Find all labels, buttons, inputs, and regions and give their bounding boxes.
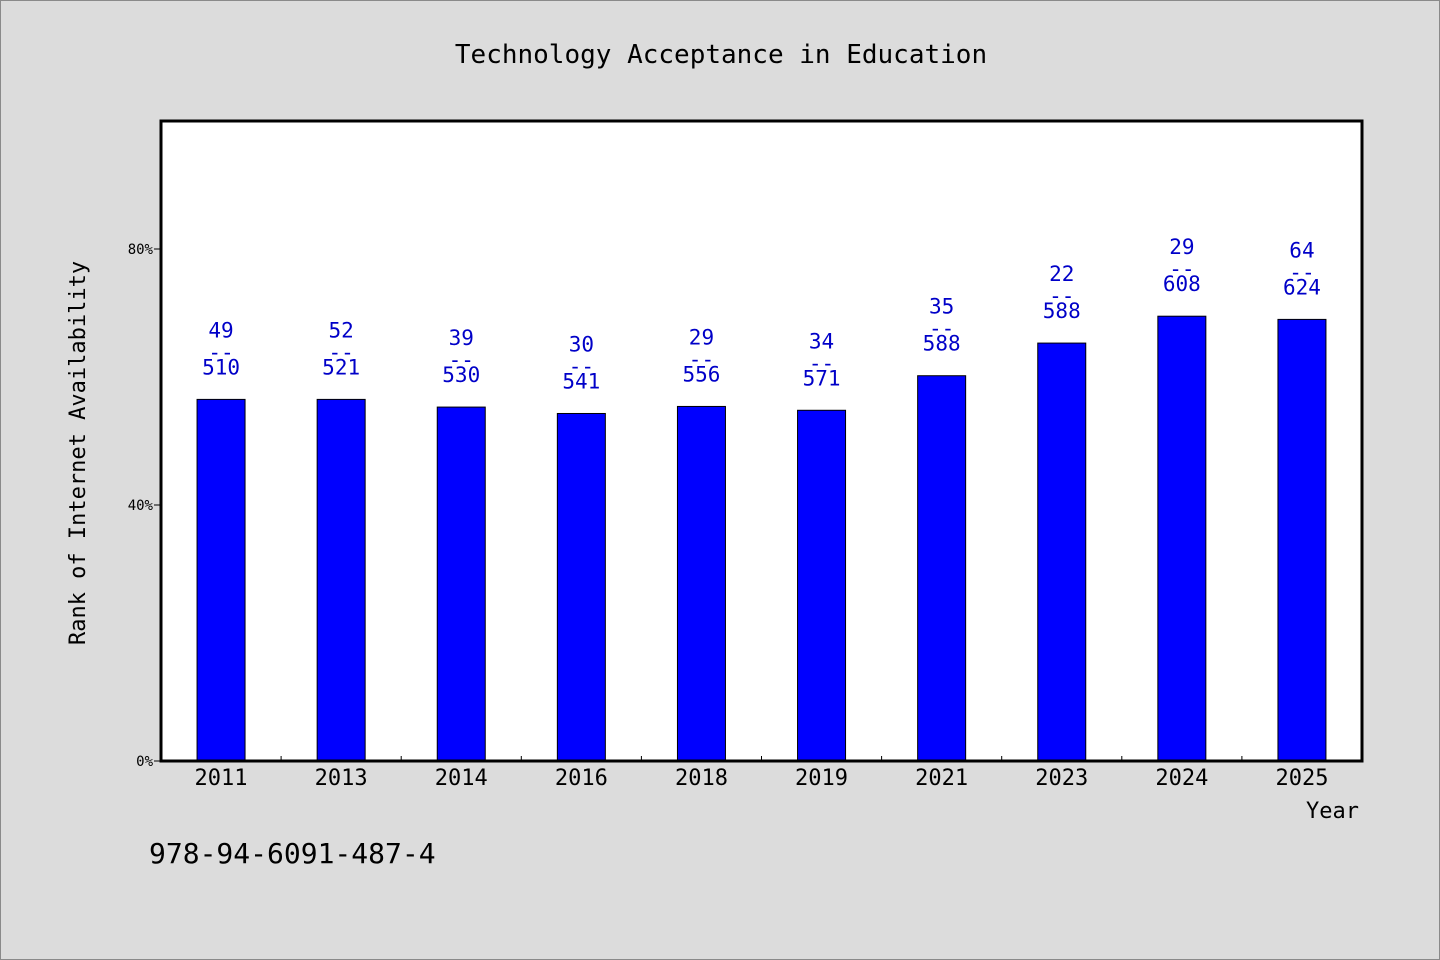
data-label-sep-2016: -- bbox=[569, 354, 594, 378]
chart-title: Technology Acceptance in Education bbox=[455, 40, 987, 70]
data-label-bottom-2016: 541 bbox=[562, 369, 600, 393]
x-tick-label-2023: 2023 bbox=[1035, 766, 1088, 791]
data-label-sep-2019: -- bbox=[809, 351, 834, 375]
x-axis-title: Year bbox=[1306, 799, 1359, 824]
x-tick-label-2016: 2016 bbox=[555, 766, 608, 791]
x-axis: 2011 2013 2014 2016 2018 2019 2021 2023 2024 2025 bbox=[195, 756, 1328, 791]
data-label-sep-2014: -- bbox=[449, 348, 474, 372]
bar-2024 bbox=[1157, 315, 1207, 762]
x-tick-label-2011: 2011 bbox=[195, 766, 248, 791]
y-tick-label: 80% bbox=[128, 242, 154, 258]
x-tick-label-2018: 2018 bbox=[675, 766, 728, 791]
data-label-top-2024: 29 bbox=[1169, 235, 1194, 259]
data-label-bottom-2019: 571 bbox=[803, 366, 841, 390]
y-tick-label: 0% bbox=[136, 754, 153, 770]
bar-2016 bbox=[556, 412, 606, 762]
bar-2021 bbox=[917, 375, 967, 762]
x-tick-label-2025: 2025 bbox=[1275, 766, 1328, 791]
y-axis-title: Rank of Internet Availability bbox=[66, 261, 91, 645]
data-label-sep-2021: -- bbox=[929, 317, 954, 341]
bar-2018 bbox=[676, 405, 726, 762]
bar-2023 bbox=[1037, 342, 1087, 762]
data-label-top-2011: 49 bbox=[208, 318, 233, 342]
data-label-bottom-2021: 588 bbox=[923, 332, 961, 356]
x-tick-label-2019: 2019 bbox=[795, 766, 848, 791]
data-label-bottom-2018: 556 bbox=[682, 362, 720, 386]
bars-layer bbox=[196, 315, 1327, 762]
data-label-sep-2013: -- bbox=[329, 340, 354, 364]
data-label-sep-2011: -- bbox=[208, 340, 233, 364]
data-label-bottom-2023: 588 bbox=[1043, 299, 1081, 323]
data-label-sep-2023: -- bbox=[1049, 284, 1074, 308]
data-label-bottom-2011: 510 bbox=[202, 355, 240, 379]
x-tick-label-2013: 2013 bbox=[315, 766, 368, 791]
data-label-top-2025: 64 bbox=[1289, 238, 1314, 262]
data-label-top-2016: 30 bbox=[569, 332, 594, 356]
bar-2011 bbox=[196, 398, 246, 762]
data-label-top-2014: 39 bbox=[449, 326, 474, 350]
data-label-bottom-2024: 608 bbox=[1163, 272, 1201, 296]
data-label-sep-2024: -- bbox=[1169, 257, 1194, 281]
data-label-sep-2018: -- bbox=[689, 347, 714, 371]
data-label-bottom-2025: 624 bbox=[1283, 275, 1321, 299]
bar-2025 bbox=[1277, 318, 1327, 762]
y-axis: 0% 40% 80% bbox=[128, 242, 161, 770]
x-tick-label-2021: 2021 bbox=[915, 766, 968, 791]
data-label-top-2023: 22 bbox=[1049, 262, 1074, 286]
data-label-bottom-2014: 530 bbox=[442, 363, 480, 387]
data-label-top-2019: 34 bbox=[809, 329, 834, 353]
bar-2014 bbox=[436, 406, 486, 762]
data-label-top-2021: 35 bbox=[929, 295, 954, 319]
bar-2019 bbox=[797, 409, 847, 762]
data-label-top-2018: 29 bbox=[689, 325, 714, 349]
data-label-bottom-2013: 521 bbox=[322, 355, 360, 379]
footer-code: 978-94-6091-487-4 bbox=[149, 837, 436, 870]
data-label-top-2013: 52 bbox=[329, 318, 354, 342]
x-tick-label-2014: 2014 bbox=[435, 766, 488, 791]
y-tick-label: 40% bbox=[128, 498, 154, 514]
x-tick-label-2024: 2024 bbox=[1155, 766, 1208, 791]
bar-2013 bbox=[316, 398, 366, 762]
data-labels-layer: 49--51052--52139--53030--54129--55634--5… bbox=[202, 235, 1321, 393]
data-label-sep-2025: -- bbox=[1289, 260, 1314, 284]
